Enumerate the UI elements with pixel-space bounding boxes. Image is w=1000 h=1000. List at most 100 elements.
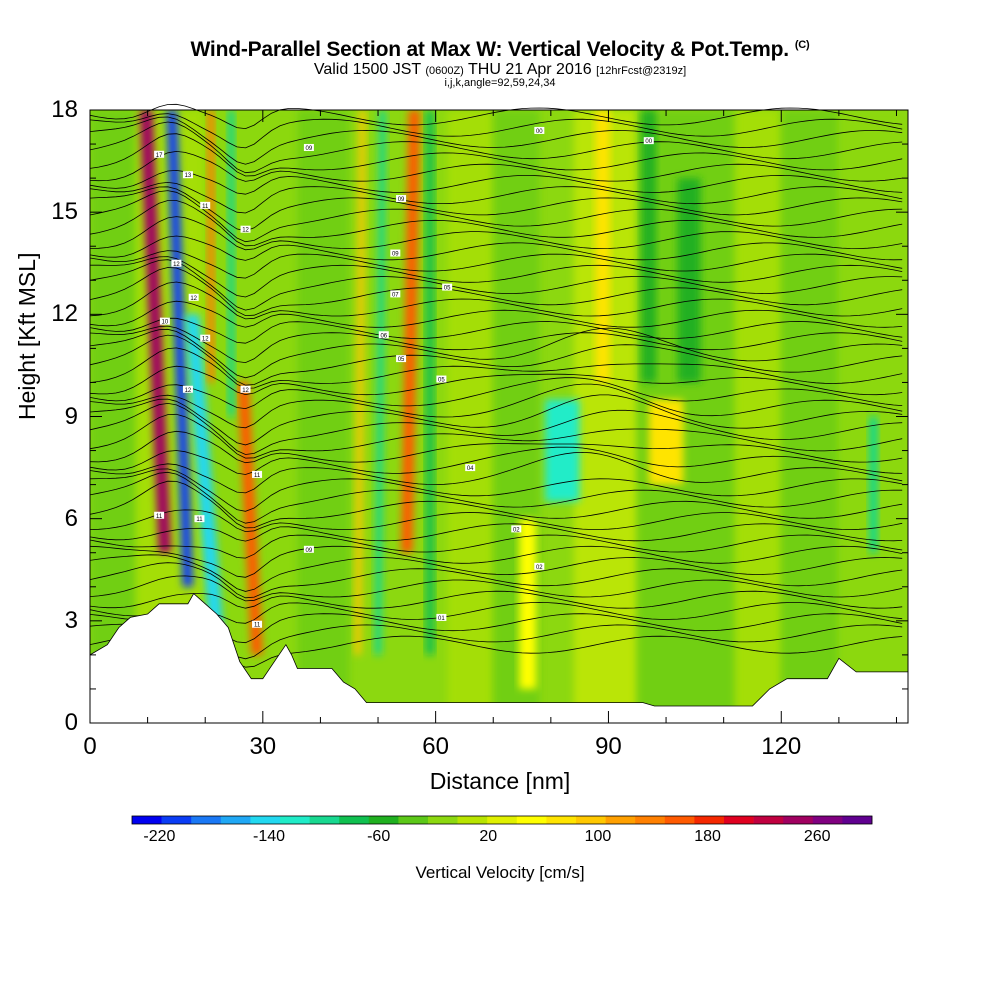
colorbar-tick-label: 100 — [584, 828, 612, 845]
velocity-cell — [869, 416, 878, 553]
theta-contour-line — [89, 317, 903, 344]
x-tick-label: 120 — [761, 733, 802, 760]
contour-label-box — [194, 515, 205, 523]
theta-contour-line — [89, 402, 903, 455]
colorbar-tick-label: 20 — [479, 828, 498, 845]
colorbar-swatch — [132, 816, 162, 824]
contour-label-box — [182, 385, 193, 393]
contour-label: 04 — [467, 466, 474, 472]
theta-contour-line — [89, 334, 903, 386]
y-tick-label: 6 — [64, 504, 78, 532]
theta-contour-line — [89, 300, 903, 328]
theta-contour-line — [89, 347, 903, 389]
contour-label: 05 — [444, 286, 451, 292]
colorbar-swatch — [812, 816, 843, 824]
theta-contour-line — [89, 468, 903, 512]
theta-contour-line — [89, 150, 903, 182]
colorbar-swatch — [516, 816, 547, 824]
contour-label-box — [396, 355, 407, 363]
contour-label: 02 — [536, 565, 543, 571]
theta-contour-line — [89, 523, 903, 542]
contour-label-box — [182, 171, 193, 179]
contour-label-box — [436, 613, 447, 621]
contour-label-box — [390, 249, 401, 257]
colorbar-swatch — [605, 816, 636, 824]
contour-label-box — [390, 290, 401, 298]
contour-label: 00 — [536, 129, 543, 135]
theta-contour-line — [89, 430, 903, 464]
theta-contour-line — [89, 383, 903, 429]
contour-label: 12 — [202, 337, 209, 343]
theta-contour-line — [89, 509, 903, 533]
contour-label: 12 — [185, 388, 192, 394]
copyright-mark: (C) — [794, 39, 810, 51]
theta-contour-line — [89, 534, 903, 559]
y-axis-label: Height [Kft MSL] — [14, 252, 40, 420]
contour-label-box — [378, 331, 389, 339]
contour-label: 01 — [438, 616, 445, 622]
colorbar-swatch — [487, 816, 518, 824]
contour-label-box — [534, 562, 545, 570]
theta-contour-line — [89, 601, 903, 624]
contour-label-box — [534, 126, 545, 134]
contour-label-box — [303, 143, 314, 151]
velocity-cell — [545, 399, 580, 502]
colorbar-swatch — [398, 816, 429, 824]
contour-label-box — [465, 464, 476, 472]
theta-contour-line — [89, 562, 903, 599]
colorbar-label: Vertical Velocity [cm/s] — [415, 863, 585, 882]
contour-label: 06 — [380, 333, 387, 339]
y-tick-label: 15 — [51, 198, 78, 226]
velocity-cell — [227, 110, 235, 417]
theta-contour-line — [89, 121, 903, 174]
terrain-mask — [89, 592, 909, 724]
contour-label: 11 — [254, 473, 261, 479]
theta-contour-line — [89, 281, 903, 320]
contour-label-box — [240, 385, 251, 393]
y-tick-label: 18 — [51, 96, 78, 123]
colorbar-swatch — [546, 816, 577, 824]
colorbar-swatch — [635, 816, 666, 824]
theta-contour-line — [89, 250, 903, 279]
colorbar-swatch — [220, 816, 251, 824]
colorbar-swatch — [842, 816, 873, 824]
contour-label: 11 — [202, 204, 209, 210]
colorbar-swatch — [280, 816, 310, 824]
velocity-cell — [354, 110, 366, 655]
colorbar-swatch — [428, 816, 458, 824]
chart-title: Wind-Parallel Section at Max W: Vertical… — [0, 38, 1000, 62]
y-tick-label: 12 — [51, 300, 78, 328]
contour-label: 12 — [190, 296, 197, 302]
theta-contour-line — [89, 259, 903, 311]
colorbar-tick-label: 260 — [803, 828, 831, 845]
contour-label-box — [171, 259, 182, 267]
colorbar-tick-label: 180 — [694, 828, 721, 845]
field-band — [735, 110, 782, 723]
contour-label-group: 17 13 11 12 12 12 10 12 12 12 11 11 11 11 09 09 09 09 07 06… — [154, 126, 654, 629]
theta-contour-line — [89, 446, 903, 475]
colorbar-swatch — [753, 816, 784, 824]
velocity-cell — [139, 110, 172, 553]
x-tick-label: 30 — [249, 733, 277, 760]
contour-label-box — [396, 195, 407, 203]
contour-label-box — [200, 201, 211, 209]
colorbar-swatch — [457, 816, 488, 824]
contour-label: 12 — [242, 228, 249, 234]
colorbar-swatch — [368, 816, 399, 824]
x-axis-label: Distance [nm] — [429, 768, 571, 794]
colorbar-swatch — [664, 816, 695, 824]
theta-contour-line — [89, 200, 903, 247]
theta-contour-line — [89, 267, 903, 317]
contour-label-box — [511, 525, 522, 533]
velocity-cell — [374, 110, 387, 655]
velocity-cell — [641, 110, 656, 383]
theta-contour-line — [89, 190, 903, 243]
theta-contour-line — [89, 181, 903, 214]
contour-label: 12 — [242, 388, 249, 394]
contour-label: 05 — [438, 378, 445, 384]
colorbar-swatch — [161, 816, 192, 824]
contour-label: 09 — [392, 252, 399, 258]
contour-label: 12 — [173, 262, 180, 268]
contour-label-box — [436, 375, 447, 383]
velocity-cell — [425, 110, 435, 655]
